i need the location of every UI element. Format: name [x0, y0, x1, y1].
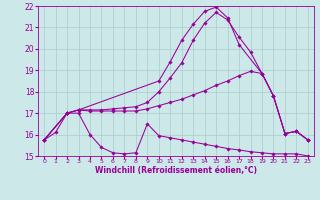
X-axis label: Windchill (Refroidissement éolien,°C): Windchill (Refroidissement éolien,°C) [95, 166, 257, 175]
